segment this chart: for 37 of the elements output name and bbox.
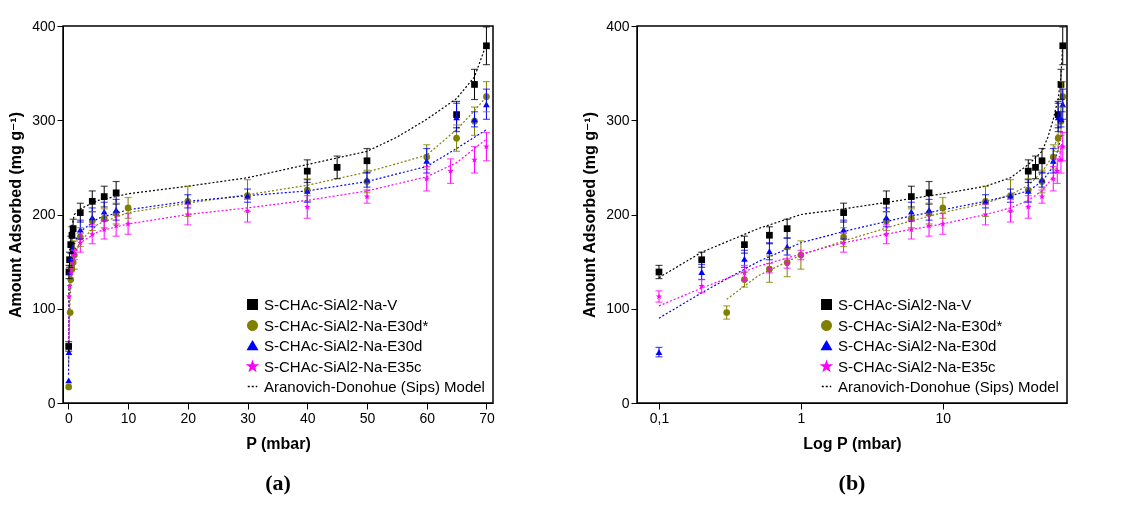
y-tick-label: 100 <box>32 300 56 317</box>
x-tick-label: 60 <box>419 409 436 426</box>
x-tick-label: 1 <box>797 409 806 426</box>
x-tick-label: 40 <box>299 409 316 426</box>
legend-label: S-CHAc-SiAl2-Na-E30d* <box>838 316 1003 334</box>
y-tick-label: 300 <box>606 111 630 128</box>
x-tick-label: 20 <box>180 409 197 426</box>
y-tick-label: 200 <box>32 206 56 222</box>
y-axis-title: Amount Adsorbed (mg g⁻¹) <box>581 111 599 319</box>
legend-label: S-CHAc-SiAl2-Na-E35c <box>264 357 423 375</box>
y-tick-label: 400 <box>606 17 630 34</box>
y-tick-label: 200 <box>606 206 630 222</box>
x-tick-label: 10 <box>935 409 952 426</box>
x-axis-title: P (mbar) <box>246 434 311 452</box>
y-tick-label: 400 <box>32 17 56 34</box>
x-tick-label: 0 <box>64 409 73 426</box>
y-tick-label: 300 <box>32 111 56 128</box>
legend-label: S-CHAc-SiAl2-Na-E30d <box>838 336 997 354</box>
y-axis-title: Amount Adsorbed (mg g⁻¹) <box>7 111 25 319</box>
legend-label: Aranovich-Donohue (Sips) Model <box>264 377 485 395</box>
text: (a) <box>265 470 291 495</box>
y-tick-label: 100 <box>606 300 630 317</box>
legend-label: S-CHAc-SiAl2-Na-E30d <box>264 336 423 354</box>
y-tick-label: 0 <box>47 394 56 411</box>
legend-label: Aranovich-Donohue (Sips) Model <box>838 377 1059 395</box>
text: (b) <box>838 470 866 495</box>
x-tick-label: 30 <box>240 409 257 426</box>
legend-label: S-CHAc-SiAl2-Na-V <box>264 295 398 313</box>
x-axis-title: Log P (mbar) <box>803 434 902 452</box>
legend-label: S-CHAc-SiAl2-Na-E35c <box>838 357 997 375</box>
legend-label: S-CHAc-SiAl2-Na-V <box>838 295 972 313</box>
x-tick-label: 70 <box>479 409 495 426</box>
legend-label: S-CHAc-SiAl2-Na-E30d* <box>264 316 429 334</box>
x-tick-label: 10 <box>120 409 137 426</box>
x-tick-label: 50 <box>359 409 376 426</box>
x-tick-label: 0,1 <box>649 409 670 426</box>
y-tick-label: 0 <box>621 394 630 411</box>
